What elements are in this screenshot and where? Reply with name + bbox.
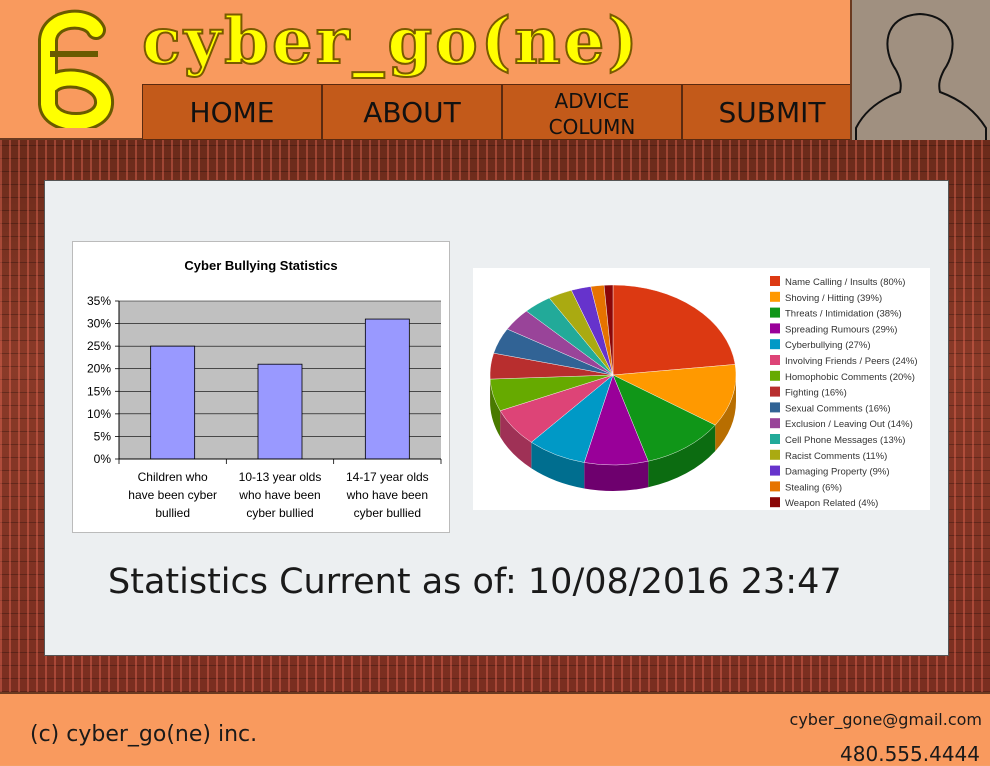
bar-x-tick-label: have been cyber (128, 488, 217, 502)
pie-chart: Name Calling / Insults (80%) Shoving / Hi… (473, 268, 930, 510)
bar-y-tick-label: 20% (87, 362, 111, 376)
stats-current-text: Statistics Current as of: 10/08/2016 23:… (108, 562, 842, 602)
bar-plot: 0% 5% 10% 15% 20% 25% 30% 35% Children who have b… (87, 294, 441, 520)
bar-mark (365, 319, 409, 459)
bar-mark (258, 364, 302, 459)
pie-legend-label: Damaging Property (9%) (785, 467, 890, 478)
pie-legend: Name Calling / Insults (80%) Shoving / Hi… (770, 276, 918, 509)
pie-legend-swatch (770, 323, 780, 333)
pie-legend-swatch (770, 387, 780, 397)
bar-x-tick-label: 14-17 year olds (346, 470, 429, 484)
bar-chart-svg: Cyber Bullying Statistics 0% 5% 10% 15% 20% 2… (73, 242, 449, 532)
bar-x-tick-label: bullied (155, 506, 190, 520)
bar-y-tick-label: 0% (94, 452, 112, 466)
bar-y-tick-label: 15% (87, 384, 111, 398)
pie-plot (490, 285, 736, 491)
pie-legend-label: Exclusion / Leaving Out (14%) (785, 419, 913, 430)
pie-legend-label: Cyberbullying (27%) (785, 340, 871, 351)
bar-chart: Cyber Bullying Statistics 0% 5% 10% 15% 20% 2… (72, 241, 450, 533)
nav-advice-label-line1: ADVICE (549, 88, 636, 114)
bar-x-tick-label: 10-13 year olds (239, 470, 322, 484)
avatar[interactable] (850, 0, 990, 140)
pie-legend-swatch (770, 418, 780, 428)
nav-home[interactable]: HOME (142, 84, 322, 140)
contact-email[interactable]: cyber_gone@gmail.com (790, 710, 982, 729)
nav-advice-column[interactable]: ADVICE COLUMN (502, 84, 682, 140)
pie-slice (613, 285, 735, 375)
pie-legend-swatch (770, 434, 780, 444)
user-silhouette-icon (852, 0, 990, 140)
bar-x-tick-label: Children who (138, 470, 208, 484)
pie-legend-label: Weapon Related (4%) (785, 498, 878, 509)
nav-advice-label-line2: COLUMN (549, 114, 636, 140)
pie-legend-swatch (770, 339, 780, 349)
pie-legend-swatch (770, 481, 780, 491)
pie-legend-label: Stealing (6%) (785, 482, 842, 493)
site-title: cyber_go(ne) (142, 2, 641, 82)
main-nav: HOME ABOUT ADVICE COLUMN SUBMIT (142, 84, 862, 140)
pie-slice-side (584, 461, 648, 491)
pie-legend-label: Shoving / Hitting (39%) (785, 293, 882, 304)
pie-legend-swatch (770, 355, 780, 365)
bar-y-tick-label: 5% (94, 429, 112, 443)
bar-chart-title: Cyber Bullying Statistics (184, 258, 337, 273)
pie-legend-label: Name Calling / Insults (80%) (785, 277, 905, 288)
site-footer: (c) cyber_go(ne) inc. cyber_gone@gmail.c… (0, 692, 990, 765)
bar-y-tick-label: 35% (87, 294, 111, 308)
pie-legend-swatch (770, 466, 780, 476)
bar-x-tick-label: cyber bullied (354, 506, 421, 520)
bar-y-tick-label: 10% (87, 407, 111, 421)
pie-legend-label: Fighting (16%) (785, 388, 847, 399)
contact-phone: 480.555.4444 (840, 742, 980, 766)
bar-x-tick-label: who have been (346, 488, 428, 502)
pie-legend-swatch (770, 402, 780, 412)
pie-legend-label: Cell Phone Messages (13%) (785, 435, 905, 446)
pie-legend-swatch (770, 450, 780, 460)
nav-home-label: HOME (190, 96, 275, 129)
pie-legend-label: Involving Friends / Peers (24%) (785, 356, 918, 367)
pie-legend-swatch (770, 292, 780, 302)
pie-legend-label: Spreading Rumours (29%) (785, 324, 897, 335)
nav-submit-label: SUBMIT (719, 96, 826, 129)
pie-legend-swatch (770, 497, 780, 507)
nav-submit[interactable]: SUBMIT (682, 84, 862, 140)
bar-y-tick-label: 30% (87, 317, 111, 331)
pie-legend-label: Sexual Comments (16%) (785, 403, 891, 414)
nav-about[interactable]: ABOUT (322, 84, 502, 140)
pie-legend-label: Racist Comments (11%) (785, 451, 887, 462)
copyright-text: (c) cyber_go(ne) inc. (30, 722, 257, 747)
bar-mark (151, 346, 195, 459)
pie-legend-label: Homophobic Comments (20%) (785, 372, 915, 383)
pie-legend-label: Threats / Intimidation (38%) (785, 309, 902, 320)
pie-legend-swatch (770, 276, 780, 286)
bar-x-tick-label: cyber bullied (246, 506, 313, 520)
bar-y-tick-label: 25% (87, 339, 111, 353)
pie-legend-swatch (770, 371, 780, 381)
pie-legend-swatch (770, 308, 780, 318)
nav-about-label: ABOUT (363, 96, 461, 129)
logo-mark (36, 8, 116, 128)
pie-chart-svg: Name Calling / Insults (80%) Shoving / Hi… (473, 268, 930, 510)
bar-x-tick-label: who have been (238, 488, 320, 502)
site-header: cyber_go(ne) HOME ABOUT ADVICE COLUMN SU… (0, 0, 990, 140)
